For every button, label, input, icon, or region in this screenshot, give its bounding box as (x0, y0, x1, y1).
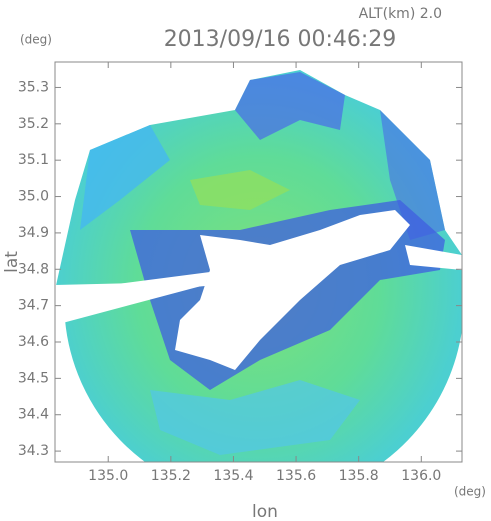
y-tick-label: 34.5 (18, 370, 49, 386)
y-unit: (deg) (20, 33, 52, 47)
radar-field (55, 70, 462, 462)
x-tick-label: 135.4 (213, 468, 253, 484)
y-tick-label: 35.0 (18, 189, 49, 205)
x-tick-label: 135.8 (339, 468, 379, 484)
x-tick-label: 135.0 (88, 468, 128, 484)
y-tick-label: 34.8 (18, 261, 49, 277)
x-tick-label: 135.6 (276, 468, 316, 484)
subtitle: ALT(km) 2.0 (359, 6, 442, 22)
y-tick-label: 34.7 (18, 298, 49, 314)
y-axis-label: lat (2, 251, 22, 273)
plot-frame (54, 61, 463, 463)
y-tick-label: 35.3 (18, 79, 49, 95)
x-unit: (deg) (454, 485, 486, 499)
y-tick-label: 34.4 (18, 407, 49, 423)
x-tick-label: 135.2 (151, 468, 191, 484)
y-tick-label: 35.1 (18, 152, 49, 168)
y-tick-label: 34.3 (18, 443, 49, 459)
y-tick-label: 34.9 (18, 225, 49, 241)
y-tick-label: 35.2 (18, 116, 49, 132)
chart-title: 2013/09/16 00:46:29 (164, 27, 397, 52)
x-tick-label: 136.0 (401, 468, 441, 484)
y-tick-label: 34.6 (18, 334, 49, 350)
x-axis-label: lon (252, 502, 278, 521)
